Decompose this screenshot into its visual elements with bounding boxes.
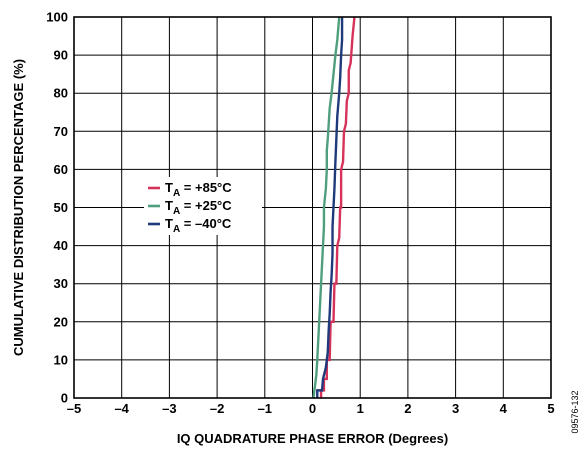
legend-entry: TA = +85°C (165, 180, 232, 199)
y-axis-title: CUMULATIVE DISTRIBUTION PERCENTAGE (%) (11, 59, 26, 356)
y-tick-label: 20 (54, 314, 68, 329)
x-tick-label: 4 (500, 401, 508, 416)
x-tick-label: –2 (210, 401, 224, 416)
x-tick-label: 1 (357, 401, 364, 416)
x-axis-ticks: –5 –4 –3 –2 –1 0 1 2 3 4 5 (67, 401, 555, 416)
series-lines (312, 16, 356, 399)
x-tick-label: 2 (404, 401, 411, 416)
y-tick-label: 0 (61, 391, 68, 406)
y-tick-label: 10 (54, 352, 68, 367)
x-tick-label: –3 (162, 401, 176, 416)
y-axis-ticks: 0 10 20 30 40 50 60 70 80 90 100 (46, 10, 68, 406)
x-tick-label: 5 (547, 401, 554, 416)
y-tick-label: 70 (54, 124, 68, 139)
y-tick-label: 50 (54, 200, 68, 215)
series-line-2 (312, 16, 341, 399)
x-tick-label: –1 (258, 401, 272, 416)
plot-frame (73, 16, 552, 399)
y-tick-label: 100 (46, 10, 68, 25)
y-tick-label: 90 (54, 48, 68, 63)
legend: TA = +85°CTA = +25°CTA = –40°C (144, 177, 262, 235)
x-tick-label: –4 (114, 401, 129, 416)
series-line-3 (316, 17, 344, 398)
x-tick-label: 3 (452, 401, 459, 416)
x-axis-title: IQ QUADRATURE PHASE ERROR (Degrees) (177, 431, 448, 446)
legend-entry: TA = –40°C (165, 216, 232, 235)
grid-lines (74, 17, 551, 398)
y-tick-label: 30 (54, 276, 68, 291)
legend-entry: TA = +25°C (165, 198, 232, 217)
y-tick-label: 80 (54, 86, 68, 101)
y-tick-label: 60 (54, 162, 68, 177)
series-line-1 (319, 16, 356, 398)
y-tick-label: 40 (54, 238, 68, 253)
legend-background (144, 177, 262, 235)
x-tick-label: 0 (309, 401, 316, 416)
figure-code: 09576-132 (570, 390, 580, 433)
x-tick-label: –5 (67, 401, 81, 416)
